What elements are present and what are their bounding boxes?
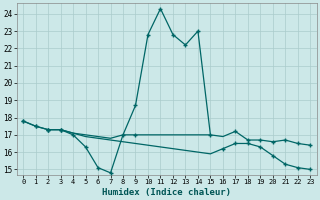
- X-axis label: Humidex (Indice chaleur): Humidex (Indice chaleur): [102, 188, 231, 197]
